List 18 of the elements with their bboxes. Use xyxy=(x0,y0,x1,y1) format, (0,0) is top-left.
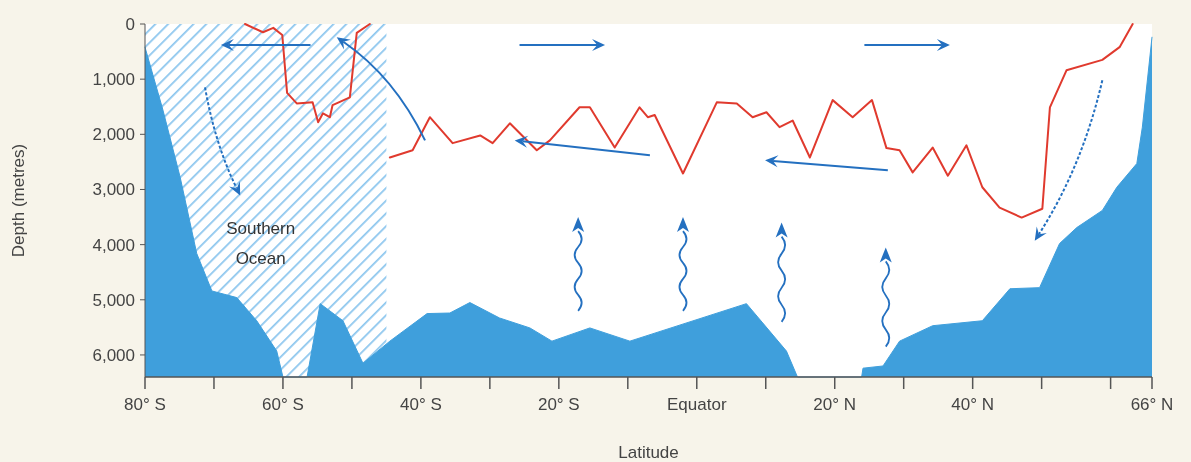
x-tick-label: Equator xyxy=(667,395,727,414)
y-tick-label: 4,000 xyxy=(92,235,135,255)
x-tick-label: 66° N xyxy=(1130,395,1174,414)
x-tick-label: 80° S xyxy=(124,395,166,414)
x-tick-label: 20° S xyxy=(537,395,580,414)
y-tick-label: 6,000 xyxy=(92,345,135,365)
band-label: Southern Ocean xyxy=(226,218,296,268)
y-axis-title: Depth (metres) xyxy=(9,143,28,258)
y-tick-label: 5,000 xyxy=(92,290,135,310)
x-tick-label: 40° N xyxy=(951,395,995,414)
y-tick-label: 3,000 xyxy=(92,180,135,200)
x-tick-label: 40° S xyxy=(400,395,442,414)
x-tick-label: 20° N xyxy=(813,395,857,414)
x-tick-label: 60° S xyxy=(262,395,304,414)
y-tick-label: 1,000 xyxy=(92,70,135,90)
y-tick-label: 0 xyxy=(125,14,135,34)
x-axis-title: Latitude xyxy=(618,443,679,462)
y-tick-label: 2,000 xyxy=(92,125,135,145)
